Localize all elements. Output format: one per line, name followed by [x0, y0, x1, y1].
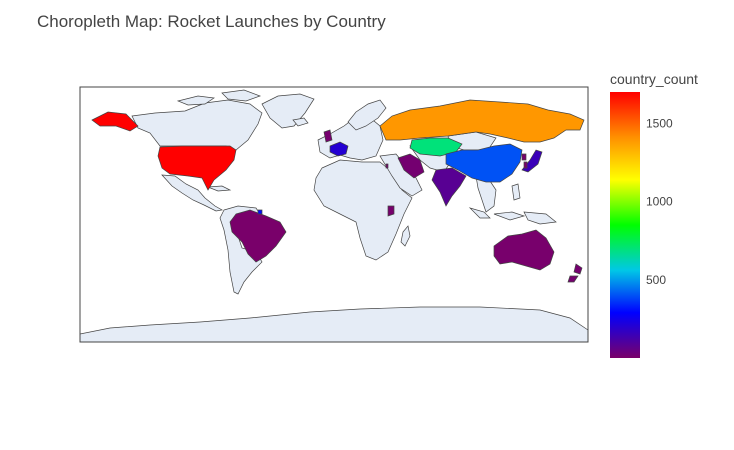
colorbar-tick-label: 1500: [646, 116, 673, 130]
country-china[interactable]: [445, 143, 523, 183]
country-israel[interactable]: [385, 163, 389, 169]
country-north-korea[interactable]: [521, 153, 527, 161]
no-data-land: [80, 89, 588, 342]
chart-title: Choropleth Map: Rocket Launches by Count…: [37, 12, 386, 31]
country-united-states[interactable]: [157, 145, 237, 191]
colorbar: country_count 500 1000 1500: [610, 71, 698, 358]
country-iran[interactable]: [397, 153, 425, 179]
country-india[interactable]: [431, 167, 467, 207]
colorbar-tick-label: 1000: [646, 195, 673, 209]
colorbar-gradient: [610, 92, 640, 358]
country-alaska[interactable]: [91, 111, 139, 132]
colorbar-tick-label: 500: [646, 273, 666, 287]
map-border: [79, 86, 589, 343]
country-brazil[interactable]: [229, 209, 287, 263]
country-french-guiana[interactable]: [257, 209, 263, 215]
country-russia[interactable]: [379, 99, 585, 143]
colorbar-ticks: 500 1000 1500: [646, 116, 673, 287]
country-australia[interactable]: [493, 229, 555, 271]
land-layer: [80, 89, 588, 342]
country-kenya[interactable]: [387, 205, 395, 217]
country-france[interactable]: [329, 141, 349, 157]
colorbar-title: country_count: [610, 71, 698, 87]
country-south-korea[interactable]: [523, 161, 528, 169]
country-united-kingdom[interactable]: [323, 129, 333, 143]
country-new-zealand[interactable]: [567, 263, 583, 283]
